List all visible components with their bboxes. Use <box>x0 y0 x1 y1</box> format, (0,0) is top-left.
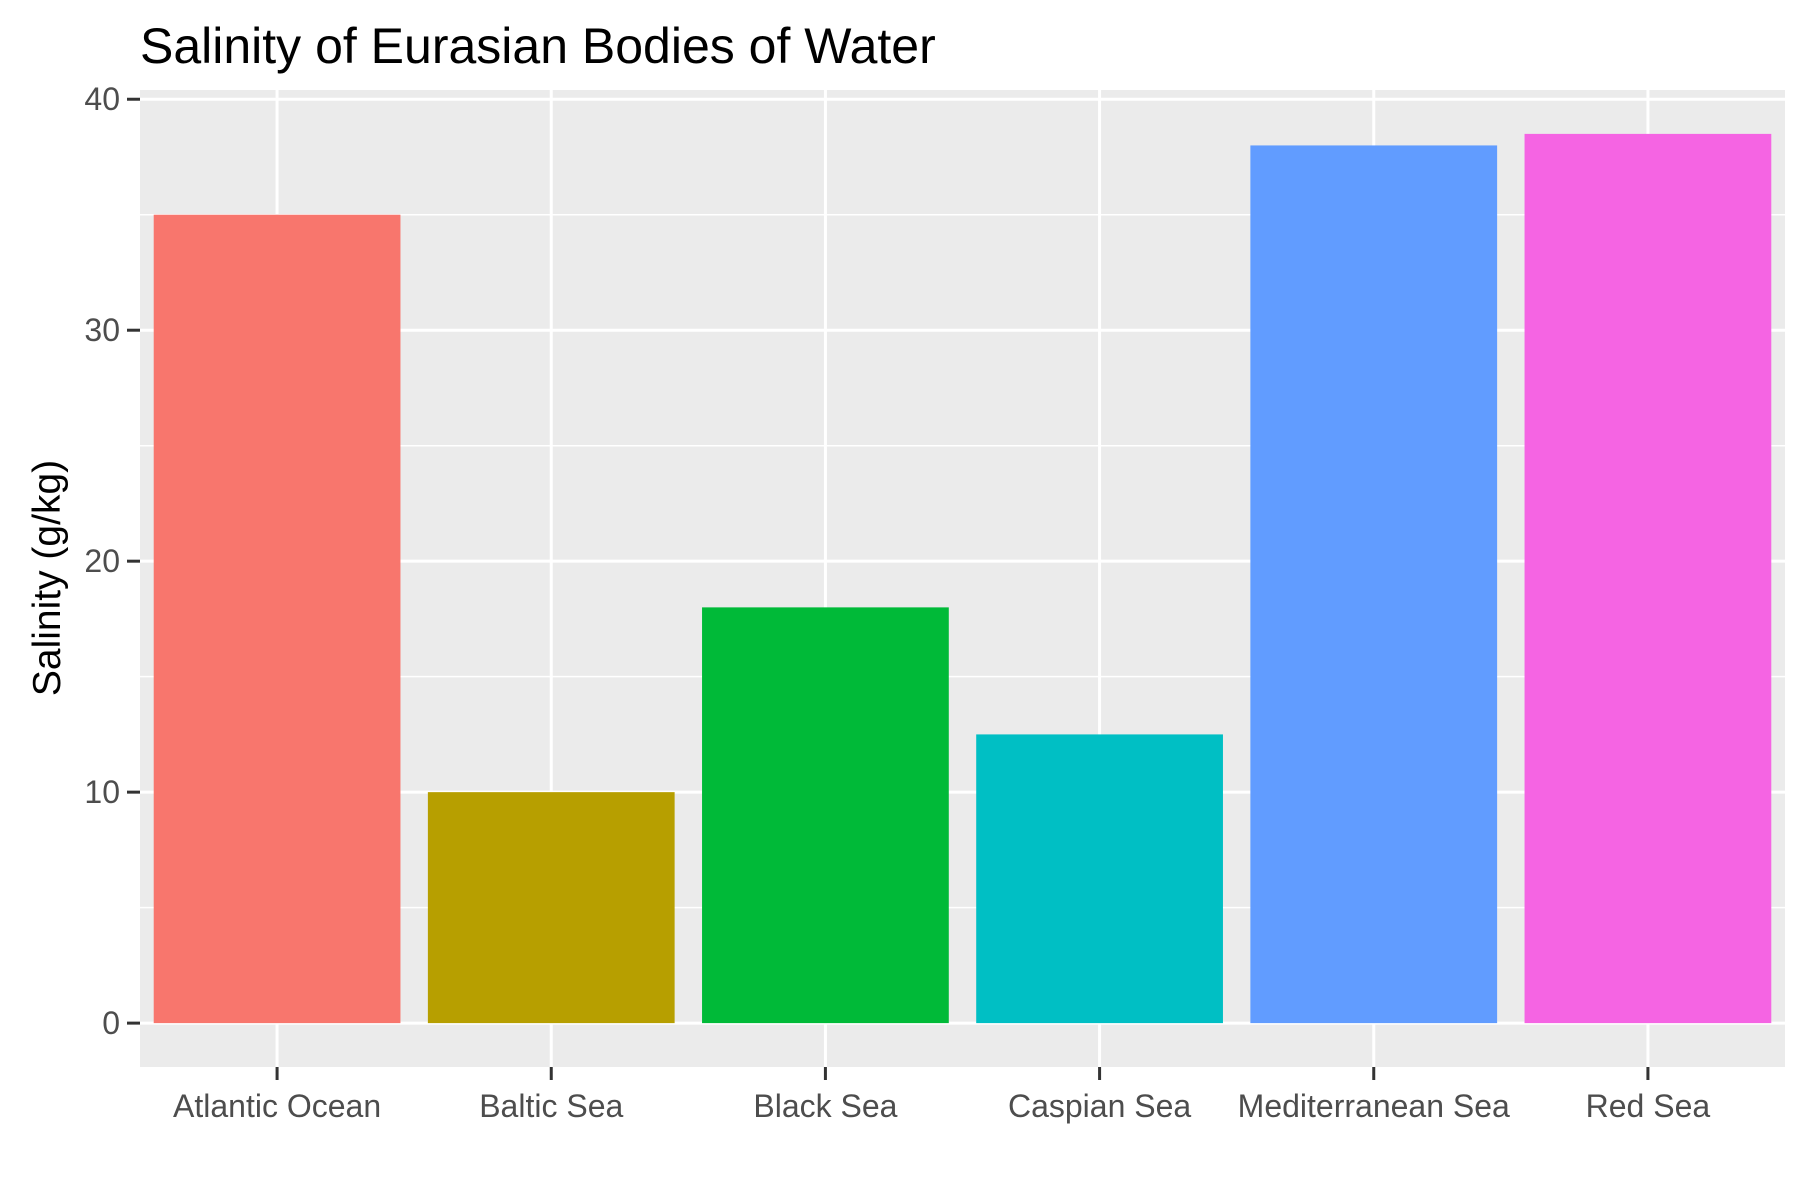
plot-panel <box>140 90 1785 1067</box>
x-tick-label: Black Sea <box>753 1088 897 1124</box>
x-tick-label: Atlantic Ocean <box>173 1088 381 1124</box>
x-tick-label: Baltic Sea <box>479 1088 623 1124</box>
bars <box>153 133 1772 1024</box>
y-tick-label: 20 <box>84 543 120 579</box>
bar-black-sea <box>702 607 949 1024</box>
axes: 0 10 20 30 40 Atlantic Ocean Baltic Sea Black S… <box>84 81 1710 1124</box>
y-tick-label: 10 <box>84 774 120 810</box>
y-tick-label: 30 <box>84 312 120 348</box>
y-axis-title: Salinity (g/kg) <box>26 460 69 696</box>
bar-caspian-sea <box>976 734 1223 1024</box>
y-tick-label: 40 <box>84 81 120 117</box>
chart-title: Salinity of Eurasian Bodies of Water <box>140 18 936 74</box>
bar-atlantic-ocean <box>153 214 401 1024</box>
x-tick-label: Caspian Sea <box>1008 1088 1191 1124</box>
bar-baltic-sea <box>427 792 675 1024</box>
y-tick-label: 0 <box>102 1005 120 1041</box>
x-tick-label: Mediterranean Sea <box>1238 1088 1510 1124</box>
bar-mediterranean-sea <box>1250 145 1498 1024</box>
bar-red-sea <box>1524 133 1772 1024</box>
x-tick-label: Red Sea <box>1586 1088 1711 1124</box>
